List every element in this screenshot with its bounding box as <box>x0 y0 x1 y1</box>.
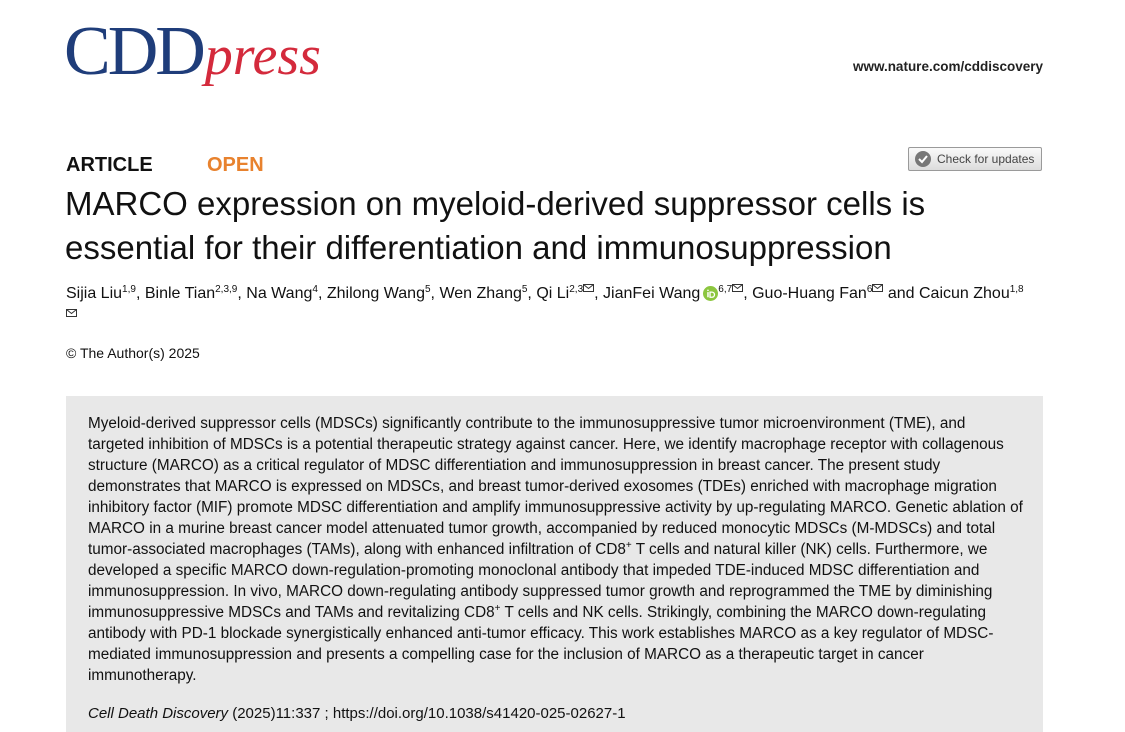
email-icon[interactable] <box>66 309 77 320</box>
author-affiliations: 5 <box>521 284 528 295</box>
author-affiliations: 5 <box>424 284 431 295</box>
author-affiliations: 4 <box>312 284 318 295</box>
author-separator: , <box>237 285 242 302</box>
email-icon[interactable] <box>872 284 884 295</box>
author-affiliations: 1,8 <box>1009 284 1024 295</box>
journal-url[interactable]: www.nature.com/cddiscovery <box>852 59 1043 74</box>
author-name[interactable]: Binle Tian <box>144 285 216 302</box>
author-affiliations: 6 <box>866 284 873 295</box>
author-separator: , <box>743 285 748 302</box>
open-access: OPEN <box>207 154 264 176</box>
author-name[interactable]: Zhilong Wang <box>326 285 425 302</box>
citation-reference[interactable]: (2025)11:337 ; https://doi.org/10.1038/s… <box>232 705 626 722</box>
author-name[interactable]: Guo-Huang Fan <box>752 285 867 302</box>
author-name[interactable]: Sijia Liu <box>66 285 123 302</box>
abstract-text: Myeloid-derived suppressor cells (MDSCs)… <box>88 415 1023 558</box>
author-name[interactable]: JianFei Wang <box>603 285 701 302</box>
author-separator: , <box>317 285 323 302</box>
author-affiliations: 2,3,9 <box>215 284 238 295</box>
logo-sub: press <box>204 25 321 87</box>
abstract-superscript: + <box>494 603 501 614</box>
author-separator: and <box>887 285 915 302</box>
author-name[interactable]: Na Wang <box>246 285 313 302</box>
author-separator: , <box>527 285 532 302</box>
author-separator: , <box>594 285 599 302</box>
email-icon[interactable] <box>732 284 744 295</box>
abstract-superscript: + <box>625 540 632 551</box>
author-name[interactable]: Wen Zhang <box>439 285 522 302</box>
author-separator: , <box>135 285 141 302</box>
abstract-text: T cells and natural killer (NK) cells. F… <box>88 541 993 621</box>
journal-logo: CDDpress <box>64 12 321 92</box>
author-name[interactable]: Qi Li <box>536 285 570 302</box>
abstract: Myeloid-derived suppressor cells (MDSCs)… <box>88 413 1023 686</box>
orcid-icon[interactable] <box>703 286 719 308</box>
citation: Cell Death Discovery (2025)11:337 ; http… <box>88 705 626 722</box>
author-affiliations: 2,3 <box>569 284 584 295</box>
check-updates-label: Check for updates <box>937 152 1035 166</box>
author-separator: , <box>430 285 435 302</box>
logo-main: CDD <box>64 13 206 90</box>
copyright: © The Author(s) 2025 <box>66 345 200 361</box>
citation-journal: Cell Death Discovery <box>88 705 229 722</box>
article-title: MARCO expression on myeloid-derived supp… <box>65 185 926 266</box>
email-icon[interactable] <box>583 284 595 295</box>
check-icon <box>915 151 931 167</box>
check-updates-button[interactable]: Check for updates <box>908 147 1042 171</box>
abstract-text: T cells and NK cells. Strikingly, combin… <box>88 604 994 684</box>
author-affiliations: 6,7 <box>718 284 733 295</box>
author-list: Sijia Liu1,9, Binle Tian2,3,9, Na Wang4,… <box>66 283 1026 330</box>
abstract-box: Myeloid-derived suppressor cells (MDSCs)… <box>66 396 1043 732</box>
article-type: ARTICLE <box>66 154 153 176</box>
author-affiliations: 1,9 <box>122 284 136 295</box>
author-name[interactable]: Caicun Zhou <box>919 285 1010 302</box>
